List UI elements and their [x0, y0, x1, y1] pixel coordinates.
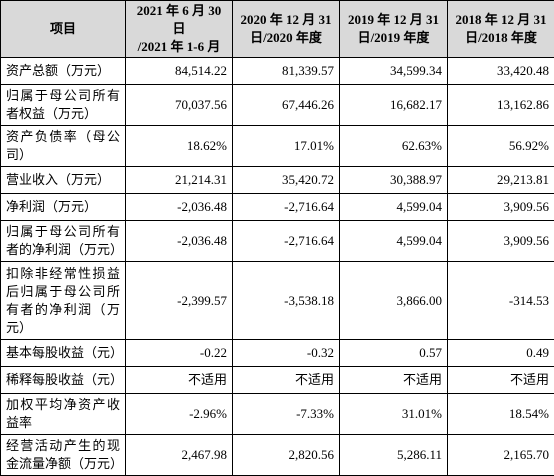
cell-value: 56.92% — [448, 126, 554, 167]
cell-value: 3,909.56 — [448, 194, 554, 221]
cell-value: 0.57 — [340, 340, 448, 367]
cell-value: 3,866.00 — [340, 262, 448, 340]
cell-value: -0.22 — [126, 340, 233, 367]
cell-value: 62.63% — [340, 126, 448, 167]
cell-value: 34,599.34 — [340, 58, 448, 85]
cell-value: 35,420.72 — [233, 167, 340, 194]
row-label: 归属于母公司所有者权益（万元） — [1, 85, 126, 126]
cell-value: 2,467.98 — [126, 435, 233, 476]
row-label: 稀释每股收益（元） — [1, 367, 126, 394]
row-label: 净利润（万元） — [1, 194, 126, 221]
cell-value: 31.01% — [340, 394, 448, 435]
cell-value: 84,514.22 — [126, 58, 233, 85]
column-header: 2021 年 6 月 30 日/2021 年 1-6 月 — [126, 1, 233, 58]
cell-value: 13,162.86 — [448, 85, 554, 126]
header-line: 2019 年 12 月 31 — [343, 11, 444, 29]
cell-value: 2,165.70 — [448, 435, 554, 476]
row-label: 资产负债率（母公司） — [1, 126, 126, 167]
cell-value: -2,716.64 — [233, 221, 340, 262]
cell-value: 29,213.81 — [448, 167, 554, 194]
cell-value: -2,036.48 — [126, 221, 233, 262]
table-row: 资产负债率（母公司）18.62%17.01%62.63%56.92% — [1, 126, 554, 167]
cell-value: -2.96% — [126, 394, 233, 435]
row-label: 加权平均净资产收益率 — [1, 394, 126, 435]
table-row: 扣除非经常性损益后归属于母公司所有者的净利润（万元）-2,399.57-3,53… — [1, 262, 554, 340]
row-label: 营业收入（万元） — [1, 167, 126, 194]
header-line: 2021 年 6 月 30 日 — [129, 2, 229, 38]
row-label: 资产总额（万元） — [1, 58, 126, 85]
row-label: 经营活动产生的现金流量净额（万元） — [1, 435, 126, 476]
cell-value: 18.54% — [448, 394, 554, 435]
cell-value: 30,388.97 — [340, 167, 448, 194]
cell-value: 4,599.04 — [340, 194, 448, 221]
header-line: 日/2019 年度 — [343, 29, 444, 47]
column-header: 项目 — [1, 1, 126, 58]
cell-value: -2,036.48 — [126, 194, 233, 221]
cell-value: -0.32 — [233, 340, 340, 367]
cell-value: 不适用 — [448, 367, 554, 394]
cell-value: 16,682.17 — [340, 85, 448, 126]
row-label: 归属于母公司所有者的净利润（万元） — [1, 221, 126, 262]
header-line: 2018 年 12 月 31 — [451, 11, 551, 29]
table-row: 加权平均净资产收益率-2.96%-7.33%31.01%18.54% — [1, 394, 554, 435]
cell-value: 3,909.56 — [448, 221, 554, 262]
cell-value: 不适用 — [340, 367, 448, 394]
cell-value: -2,716.64 — [233, 194, 340, 221]
cell-value: 4,599.04 — [340, 221, 448, 262]
cell-value: 不适用 — [126, 367, 233, 394]
cell-value: 0.49 — [448, 340, 554, 367]
header-line: 日/2020 年度 — [236, 29, 336, 47]
cell-value: 不适用 — [233, 367, 340, 394]
cell-value: -3,538.18 — [233, 262, 340, 340]
cell-value: 33,420.48 — [448, 58, 554, 85]
cell-value: 70,037.56 — [126, 85, 233, 126]
cell-value: -7.33% — [233, 394, 340, 435]
cell-value: 2,820.56 — [233, 435, 340, 476]
header-line: /2021 年 1-6 月 — [129, 38, 229, 56]
cell-value: -2,399.57 — [126, 262, 233, 340]
cell-value: 5,286.11 — [340, 435, 448, 476]
row-label: 扣除非经常性损益后归属于母公司所有者的净利润（万元） — [1, 262, 126, 340]
table-row: 稀释每股收益（元）不适用不适用不适用不适用 — [1, 367, 554, 394]
cell-value: 81,339.57 — [233, 58, 340, 85]
header-line: 日/2018 年度 — [451, 29, 551, 47]
header-line: 项目 — [4, 20, 122, 38]
header-line: 2020 年 12 月 31 — [236, 11, 336, 29]
cell-value: 17.01% — [233, 126, 340, 167]
cell-value: 67,446.26 — [233, 85, 340, 126]
cell-value: -314.53 — [448, 262, 554, 340]
cell-value: 21,214.31 — [126, 167, 233, 194]
cell-value: 18.62% — [126, 126, 233, 167]
row-label: 基本每股收益（元） — [1, 340, 126, 367]
page: {"header": {"columns": [ ["项目"], ["2021 … — [0, 0, 554, 452]
